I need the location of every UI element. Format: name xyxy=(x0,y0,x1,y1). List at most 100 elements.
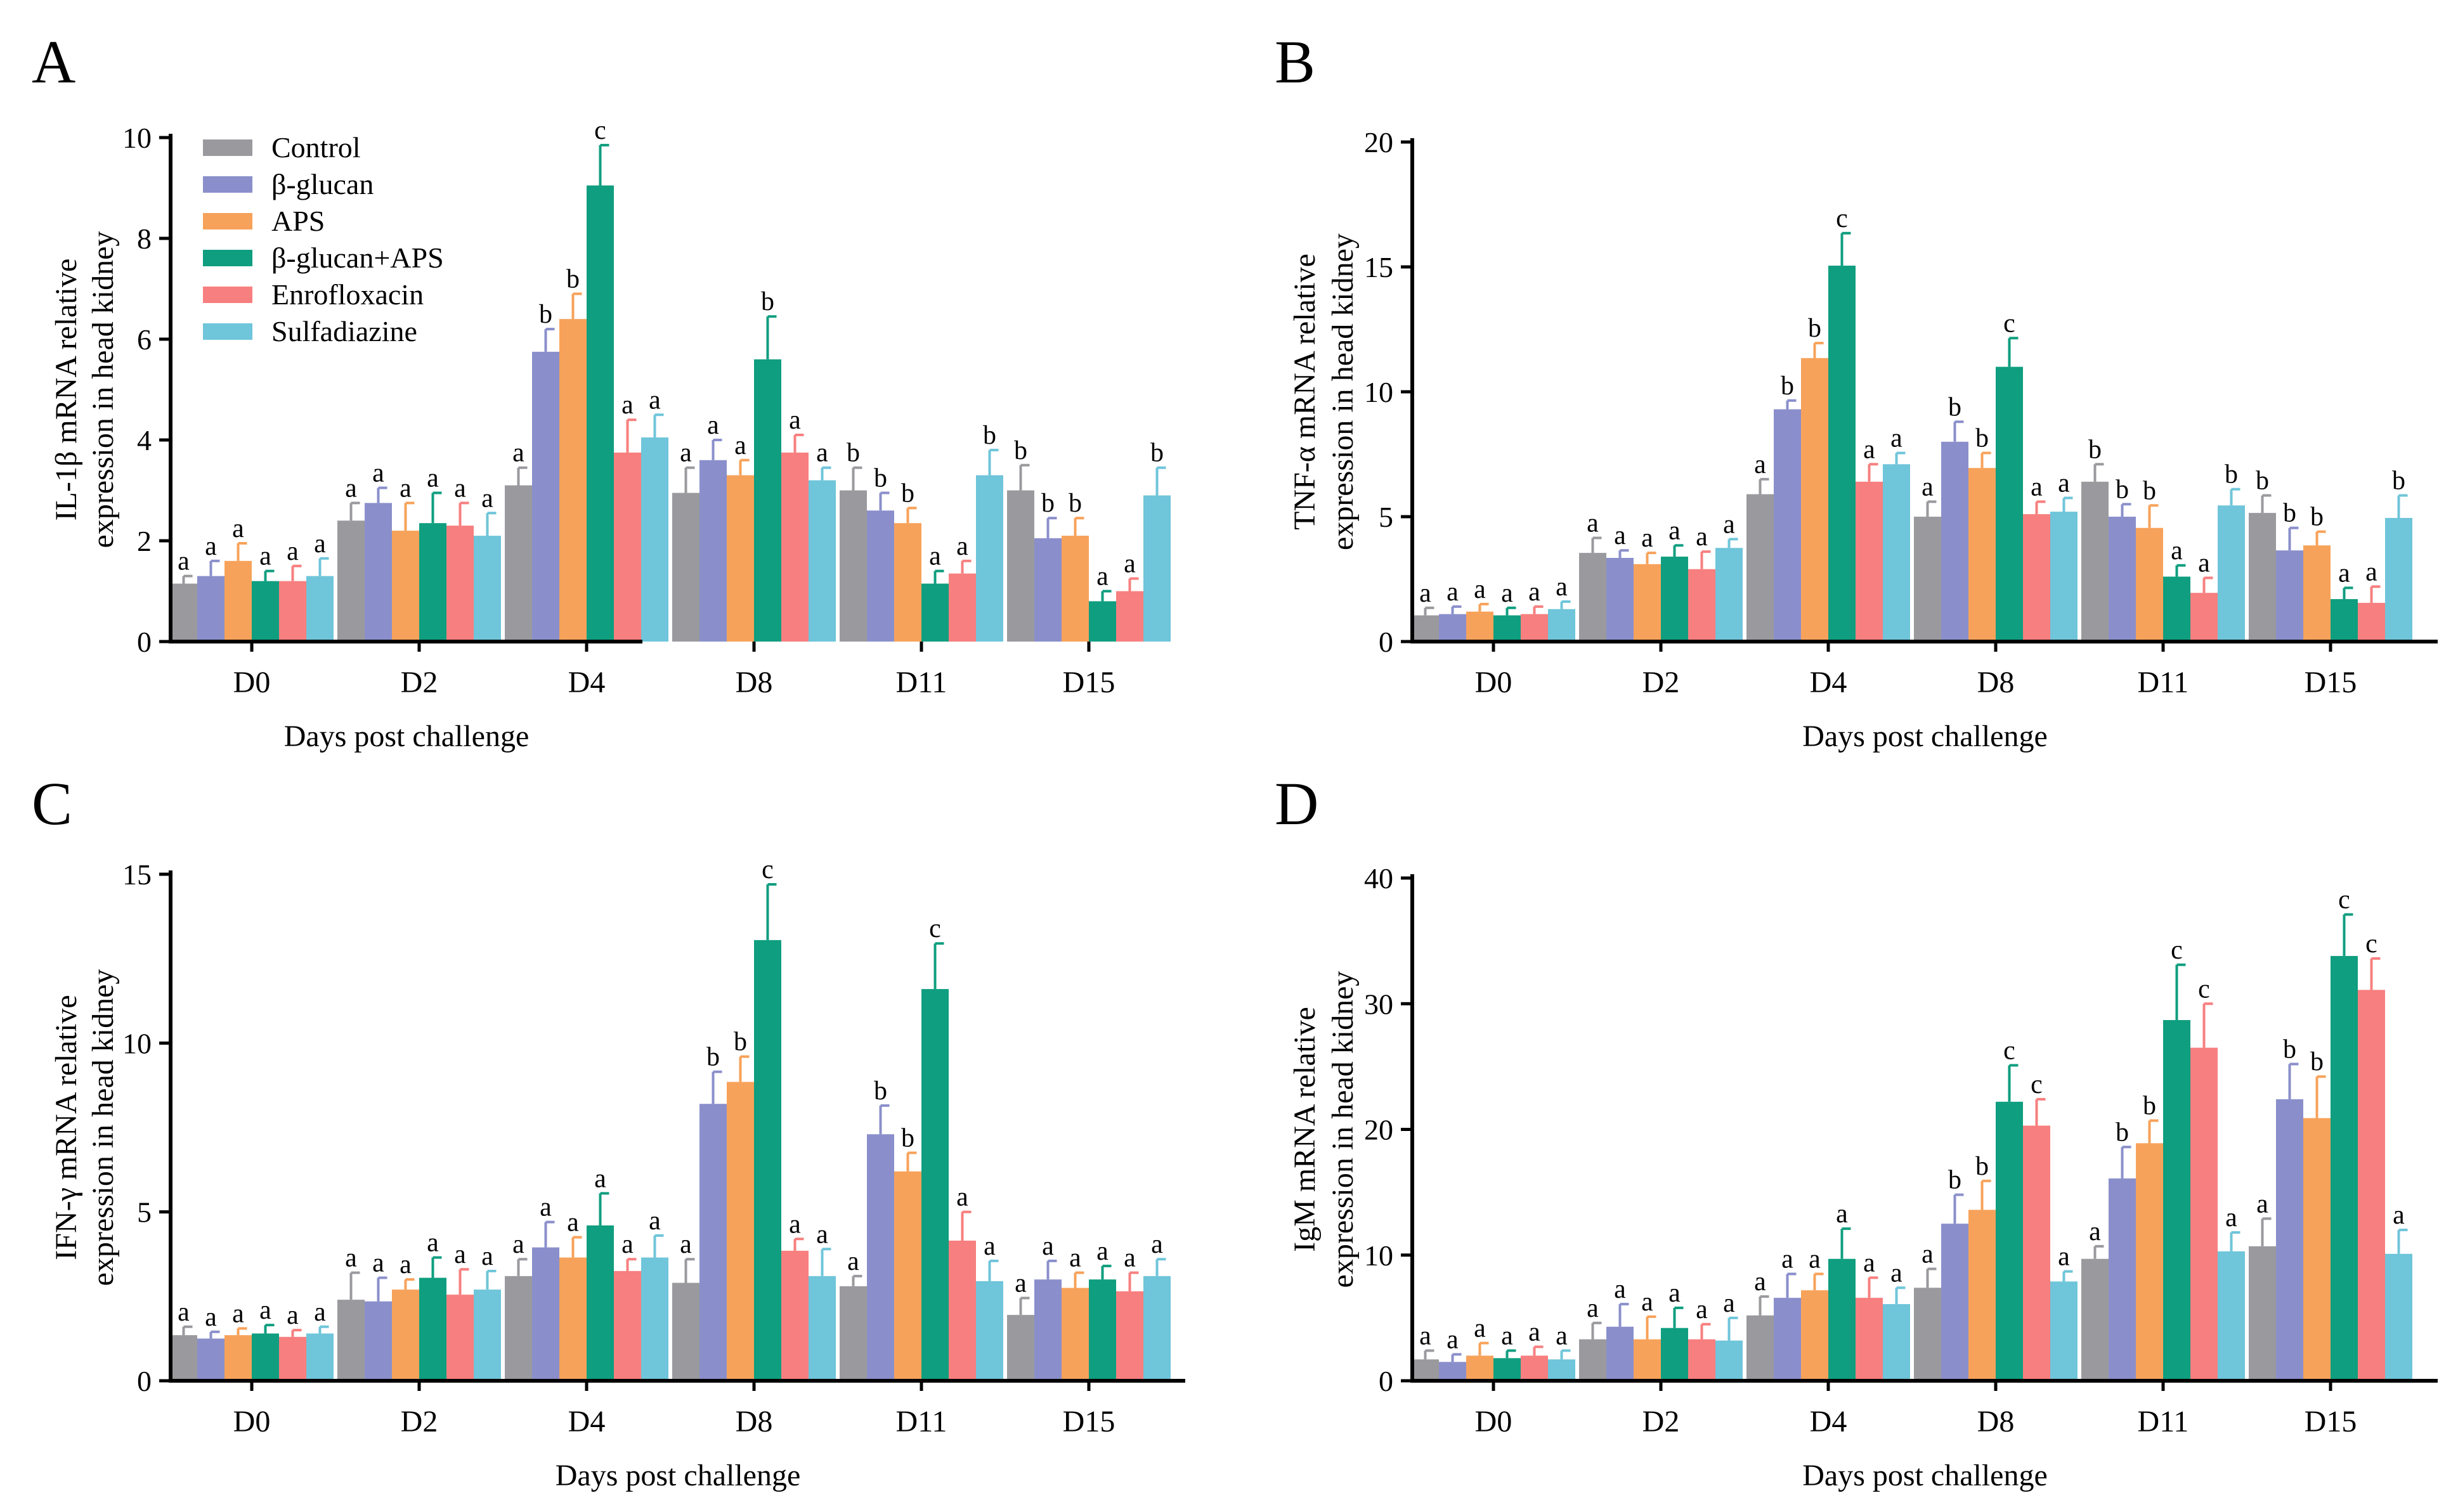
panel-letter: B xyxy=(1275,28,1315,96)
bar xyxy=(1116,1291,1143,1381)
significance-letter: a xyxy=(1447,1325,1459,1354)
bar xyxy=(1007,1315,1034,1381)
bar xyxy=(1828,1258,1856,1381)
significance-letter: b xyxy=(539,300,552,329)
significance-letter: a xyxy=(2256,1189,2268,1218)
significance-letter: a xyxy=(2198,549,2210,578)
bar xyxy=(474,1289,501,1381)
bar xyxy=(641,437,668,642)
significance-letter: b xyxy=(1069,489,1082,518)
bar xyxy=(781,452,809,642)
bar xyxy=(1688,569,1715,642)
bar xyxy=(614,1270,641,1381)
bar xyxy=(894,523,921,642)
bar xyxy=(2163,1020,2190,1381)
significance-letter: a xyxy=(1474,1314,1486,1343)
bar xyxy=(672,1283,699,1381)
legend-swatch xyxy=(203,213,252,229)
bar xyxy=(1143,1276,1171,1381)
x-tick-label: D8 xyxy=(736,1405,773,1438)
bar xyxy=(1579,1339,1606,1381)
bar xyxy=(306,576,334,642)
significance-letter: a xyxy=(1447,578,1459,607)
y-tick-label: 10 xyxy=(1364,376,1393,408)
significance-letter: b xyxy=(2143,1092,2156,1121)
bar xyxy=(2331,599,2358,642)
x-tick-label: D15 xyxy=(1063,1405,1115,1438)
x-tick-label: D2 xyxy=(1642,666,1680,699)
significance-letter: b xyxy=(2256,467,2269,496)
significance-letter: a xyxy=(2058,1243,2070,1272)
significance-letter: a xyxy=(929,542,941,571)
significance-letter: b xyxy=(2225,460,2238,489)
significance-letter: a xyxy=(1863,1248,1875,1277)
bar xyxy=(337,520,365,642)
significance-letter: a xyxy=(816,439,828,468)
significance-letter: a xyxy=(1528,578,1540,607)
bar xyxy=(2358,990,2385,1381)
significance-letter: a xyxy=(481,1242,493,1271)
significance-letter: a xyxy=(1922,472,1934,501)
significance-letter: b xyxy=(1041,489,1055,518)
significance-letter: b xyxy=(1975,1152,1989,1181)
bar xyxy=(1412,1359,1439,1381)
bar xyxy=(1062,1288,1089,1381)
significance-letter: b xyxy=(566,264,580,294)
significance-letter: b xyxy=(2088,435,2102,464)
bar xyxy=(446,526,474,642)
bar xyxy=(809,1276,836,1381)
significance-letter: c xyxy=(929,914,941,943)
bar xyxy=(446,1295,474,1381)
bar xyxy=(1746,494,1774,642)
significance-letter: a xyxy=(1015,1269,1027,1298)
significance-letter: a xyxy=(1723,1289,1735,1318)
bar xyxy=(1634,1339,1661,1381)
bar xyxy=(365,503,392,642)
bar xyxy=(1941,441,1968,642)
bar xyxy=(419,523,446,642)
bar xyxy=(672,493,699,642)
bar xyxy=(392,531,419,642)
significance-letter: a xyxy=(1754,1267,1766,1296)
significance-letter: a xyxy=(789,1210,801,1239)
bar xyxy=(1801,1290,1828,1381)
bar xyxy=(1914,517,1941,642)
significance-letter: b xyxy=(1808,314,1821,343)
y-tick-label: 5 xyxy=(137,1196,152,1229)
bar xyxy=(2081,1258,2109,1381)
y-tick-label: 0 xyxy=(137,626,152,658)
significance-letter: a xyxy=(512,439,524,468)
significance-letter: a xyxy=(1501,1321,1513,1350)
significance-letter: b xyxy=(1948,392,1961,422)
significance-letter: a xyxy=(540,1193,552,1222)
bar xyxy=(392,1289,419,1381)
y-axis-title-line2: expression in head kidney xyxy=(1326,971,1360,1288)
bar xyxy=(559,319,587,642)
bar xyxy=(1968,468,1996,642)
significance-letter: a xyxy=(1890,1258,1902,1288)
significance-letter: a xyxy=(400,1250,412,1279)
x-tick-label: D4 xyxy=(568,1405,606,1438)
bar xyxy=(252,581,279,642)
bar xyxy=(1688,1339,1715,1381)
significance-letter: a xyxy=(1696,1295,1708,1324)
bar xyxy=(1715,548,1743,642)
x-axis-title: Days post challenge xyxy=(556,1459,801,1492)
bar xyxy=(1466,611,1493,642)
significance-letter: b xyxy=(874,1076,887,1106)
significance-letter: a xyxy=(1069,1244,1081,1273)
y-tick-label: 5 xyxy=(1379,501,1393,533)
bar xyxy=(532,1247,559,1381)
legend-label: β-glucan xyxy=(271,168,374,200)
significance-letter: a xyxy=(1556,1321,1568,1350)
y-tick-label: 10 xyxy=(122,1027,152,1059)
panel-letter: C xyxy=(32,770,72,837)
bar xyxy=(1466,1355,1493,1381)
significance-letter: a xyxy=(287,537,299,566)
significance-letter: b xyxy=(2116,475,2129,504)
y-tick-label: 8 xyxy=(137,223,152,255)
bar xyxy=(1143,495,1171,642)
significance-letter: a xyxy=(567,1208,579,1237)
